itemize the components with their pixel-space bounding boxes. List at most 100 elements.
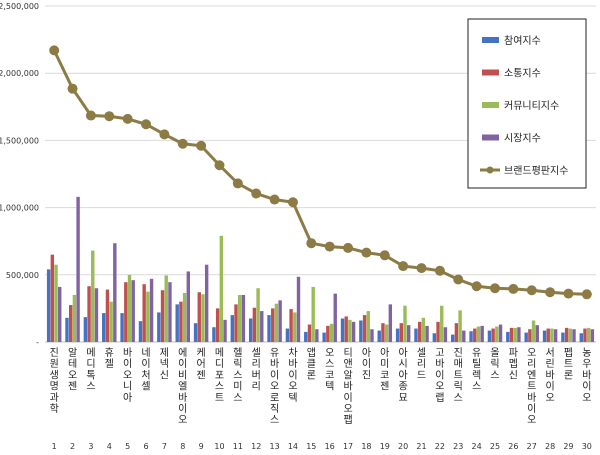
bar-2-18	[362, 315, 367, 342]
bar-2-13	[271, 308, 275, 342]
y-tick-label: 1,000,000	[0, 204, 39, 213]
x-index-label: 28	[545, 442, 555, 451]
bar-3-23	[458, 310, 462, 342]
line-point-27	[526, 285, 537, 296]
y-tick-label: -	[36, 338, 39, 347]
bar-4-10	[223, 319, 227, 342]
bar-3-12	[256, 288, 260, 342]
bar-4-25	[498, 324, 503, 342]
bar-2-20	[399, 323, 403, 342]
bar-2-14	[289, 309, 293, 342]
y-tick-label: 1,500,000	[0, 136, 39, 145]
bar-2-5	[124, 282, 128, 342]
bar-1-19	[377, 330, 381, 342]
legend-label: 소통지수	[504, 68, 541, 80]
bar-1-29	[561, 332, 565, 342]
bar-1-25	[487, 330, 492, 342]
bar-3-8	[182, 292, 187, 342]
bar-3-14	[293, 312, 297, 342]
bar-4-16	[333, 293, 337, 342]
bar-3-13	[274, 303, 279, 342]
bar-1-5	[120, 313, 124, 342]
bar-4-19	[388, 304, 393, 342]
bar-1-10	[212, 327, 216, 342]
bar-2-22	[436, 321, 440, 342]
bar-1-18	[359, 320, 363, 342]
x-index-label: 24	[472, 442, 482, 451]
line-point-9	[196, 140, 207, 151]
bar-1-7	[157, 312, 161, 342]
line-point-4	[104, 111, 115, 122]
line-point-17	[343, 242, 354, 253]
line-point-23	[453, 274, 464, 285]
y-tick-label: 2,000,000	[0, 69, 39, 78]
bar-4-3	[94, 288, 99, 342]
bar-3-18	[366, 311, 370, 342]
line-point-16	[324, 241, 335, 252]
line-point-22	[434, 265, 445, 276]
y-axis-tick-labels: - 500,000 1,000,000 1,500,000 2,000,000 2,500…	[0, 2, 39, 347]
bar-4-28	[553, 329, 558, 342]
legend-marker	[486, 166, 494, 174]
bar-3-4	[109, 301, 113, 342]
bar-1-2	[65, 317, 69, 342]
bar-2-21	[417, 321, 422, 342]
bar-4-6	[149, 278, 154, 342]
line-point-13	[269, 194, 280, 205]
bar-4-20	[407, 325, 411, 342]
bar-series	[46, 196, 595, 342]
bar-3-9	[201, 294, 205, 342]
bar-2-16	[326, 325, 330, 342]
bar-4-21	[425, 325, 429, 342]
bar-1-30	[579, 333, 583, 342]
line-point-19	[379, 250, 390, 261]
line-point-1	[49, 45, 60, 56]
bar-3-26	[513, 327, 517, 342]
bar-4-30	[590, 329, 595, 342]
y-tick-label: 500,000	[6, 271, 39, 280]
x-index-label: 26	[508, 442, 518, 451]
bar-2-7	[160, 290, 165, 342]
bar-4-13	[278, 300, 282, 342]
x-index-label: 4	[107, 442, 112, 451]
bar-1-11	[230, 315, 234, 342]
bar-1-12	[248, 318, 253, 342]
bar-4-15	[315, 329, 319, 342]
line-point-26	[508, 283, 519, 294]
bar-3-25	[495, 326, 499, 342]
bar-4-12	[260, 311, 264, 342]
line-point-3	[85, 110, 96, 121]
bar-1-6	[138, 321, 143, 342]
bar-3-10	[219, 235, 224, 342]
bar-2-26	[509, 327, 514, 342]
line-point-10	[214, 160, 225, 171]
line-point-15	[306, 238, 317, 249]
bar-2-28	[546, 328, 550, 342]
x-index-label: 7	[162, 442, 167, 451]
line-point-14	[287, 197, 298, 208]
bar-1-22	[432, 333, 437, 342]
x-index-label: 12	[251, 442, 261, 451]
line-point-20	[398, 261, 409, 272]
bar-1-13	[267, 315, 271, 342]
x-index-label: 29	[563, 442, 573, 451]
bar-3-21	[421, 317, 426, 342]
bar-3-17	[348, 319, 352, 342]
x-index-label: 15	[306, 442, 316, 451]
bar-3-7	[164, 275, 168, 342]
bar-4-22	[443, 327, 448, 342]
bar-1-28	[542, 330, 547, 342]
